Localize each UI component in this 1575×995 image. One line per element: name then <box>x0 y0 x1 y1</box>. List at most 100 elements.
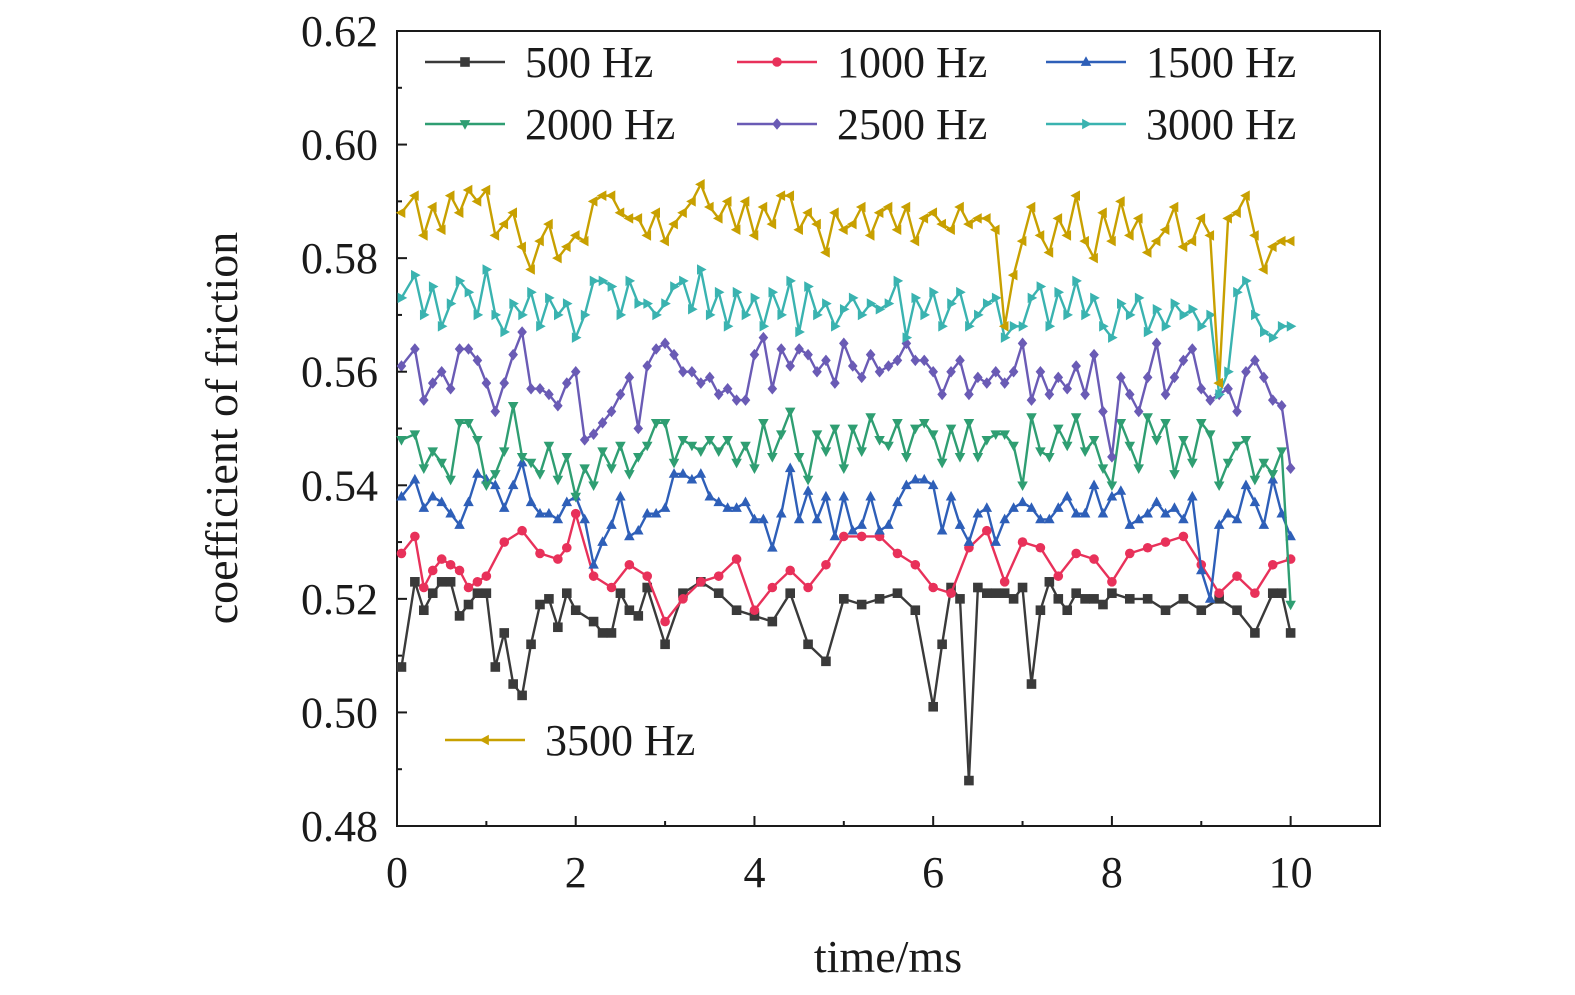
data-point-500-hz <box>803 639 813 650</box>
data-point-3500-hz <box>757 201 768 213</box>
data-point-3500-hz <box>1159 224 1170 236</box>
data-point-3000-hz <box>1152 303 1163 315</box>
data-point-2500-hz <box>1151 337 1162 350</box>
data-point-3000-hz <box>1081 309 1091 321</box>
data-point-500-hz <box>1017 582 1028 593</box>
series-line-1500-hz <box>400 461 1292 601</box>
data-point-1000-hz <box>1124 548 1135 559</box>
data-point-2000-hz <box>775 430 787 440</box>
data-point-3500-hz <box>927 207 938 218</box>
data-point-1500-hz <box>1187 490 1198 501</box>
data-point-3500-hz <box>1222 213 1232 224</box>
data-point-3500-hz <box>954 201 964 213</box>
data-point-1000-hz <box>856 531 867 542</box>
data-point-2500-hz <box>1089 348 1099 361</box>
data-point-3000-hz <box>831 321 841 332</box>
data-point-3500-hz <box>1231 207 1241 218</box>
data-point-2500-hz <box>1178 354 1189 367</box>
data-point-3500-hz <box>444 190 455 201</box>
data-point-1000-hz <box>606 582 617 593</box>
data-point-2500-hz <box>1026 394 1037 406</box>
data-point-3000-hz <box>884 298 895 309</box>
data-point-1000-hz <box>1142 542 1153 553</box>
legend-label-2000-hz: 2000 Hz <box>525 100 675 149</box>
data-point-2500-hz <box>982 377 992 389</box>
data-point-2500-hz <box>740 394 751 406</box>
data-point-1500-hz <box>418 502 430 512</box>
data-point-2000-hz <box>534 470 546 480</box>
data-point-500-hz <box>419 605 429 616</box>
data-point-3500-hz <box>829 207 839 218</box>
data-point-3500-hz <box>811 218 821 230</box>
data-point-500-hz <box>410 577 420 587</box>
data-point-1500-hz <box>436 496 447 507</box>
data-point-2000-hz <box>552 475 564 486</box>
data-point-2500-hz <box>1187 343 1198 355</box>
data-point-3500-hz <box>543 218 553 230</box>
data-point-1500-hz <box>677 468 689 478</box>
data-point-1500-hz <box>722 502 733 512</box>
data-point-2500-hz <box>1080 388 1090 401</box>
data-point-1500-hz <box>740 496 751 507</box>
y-axis-label: coefficient of friction <box>196 232 247 625</box>
data-point-1500-hz <box>454 519 465 529</box>
data-point-3000-hz <box>491 309 502 321</box>
legend-marker-2000-hz <box>459 120 471 130</box>
data-point-500-hz <box>839 594 849 604</box>
data-point-3500-hz <box>418 230 428 241</box>
x-tick-label: 0 <box>386 848 408 897</box>
data-point-3500-hz <box>873 207 884 218</box>
data-point-2500-hz <box>1169 371 1180 384</box>
data-point-3000-hz <box>607 281 618 292</box>
data-point-3000-hz <box>696 264 707 275</box>
data-point-1000-hz <box>1053 571 1064 581</box>
data-point-3500-hz <box>587 196 598 207</box>
data-point-500-hz <box>1062 605 1073 616</box>
data-point-1500-hz <box>498 502 510 512</box>
data-point-3500-hz <box>552 252 562 264</box>
data-point-3500-hz <box>435 224 446 236</box>
data-point-3500-hz <box>1168 201 1179 213</box>
data-point-2500-hz <box>696 377 706 389</box>
data-point-500-hz <box>1178 594 1189 604</box>
data-point-2500-hz <box>955 354 965 367</box>
data-point-3000-hz <box>1197 321 1208 332</box>
data-point-3000-hz <box>902 332 913 343</box>
data-point-3000-hz <box>1027 292 1038 304</box>
data-point-3000-hz <box>1036 281 1047 292</box>
data-point-1000-hz <box>999 577 1010 587</box>
data-point-2000-hz <box>597 447 608 457</box>
data-point-500-hz <box>526 639 536 650</box>
data-point-2000-hz <box>722 436 733 446</box>
data-point-3000-hz <box>965 321 975 332</box>
data-point-3500-hz <box>900 201 911 213</box>
data-point-3500-hz <box>766 218 777 230</box>
data-point-3000-hz <box>777 309 788 321</box>
data-point-3500-hz <box>1070 190 1081 201</box>
data-point-1500-hz <box>1008 502 1019 512</box>
data-point-2000-hz <box>507 401 519 412</box>
data-point-3500-hz <box>525 264 535 275</box>
data-point-2000-hz <box>856 447 867 457</box>
data-point-3000-hz <box>929 286 939 298</box>
data-point-500-hz <box>955 594 965 604</box>
data-point-2000-hz <box>945 424 957 435</box>
data-point-2000-hz <box>1008 441 1019 452</box>
data-point-3000-hz <box>1233 286 1243 298</box>
data-point-3000-hz <box>732 286 743 298</box>
data-point-2000-hz <box>731 458 742 469</box>
data-point-500-hz <box>785 588 795 598</box>
data-point-3000-hz <box>464 286 475 298</box>
data-point-500-hz <box>499 628 510 638</box>
data-point-1500-hz <box>847 524 859 535</box>
data-point-500-hz <box>964 775 974 786</box>
data-point-3500-hz <box>1079 235 1089 247</box>
x-tick-label: 2 <box>565 848 587 897</box>
data-point-3000-hz <box>580 309 591 321</box>
data-point-3000-hz <box>1179 309 1190 321</box>
legend-label-1000-hz: 1000 Hz <box>837 38 987 87</box>
data-point-2500-hz <box>579 434 590 446</box>
data-point-2000-hz <box>1151 436 1162 446</box>
data-point-2000-hz <box>454 418 465 429</box>
data-point-3000-hz <box>643 298 653 309</box>
